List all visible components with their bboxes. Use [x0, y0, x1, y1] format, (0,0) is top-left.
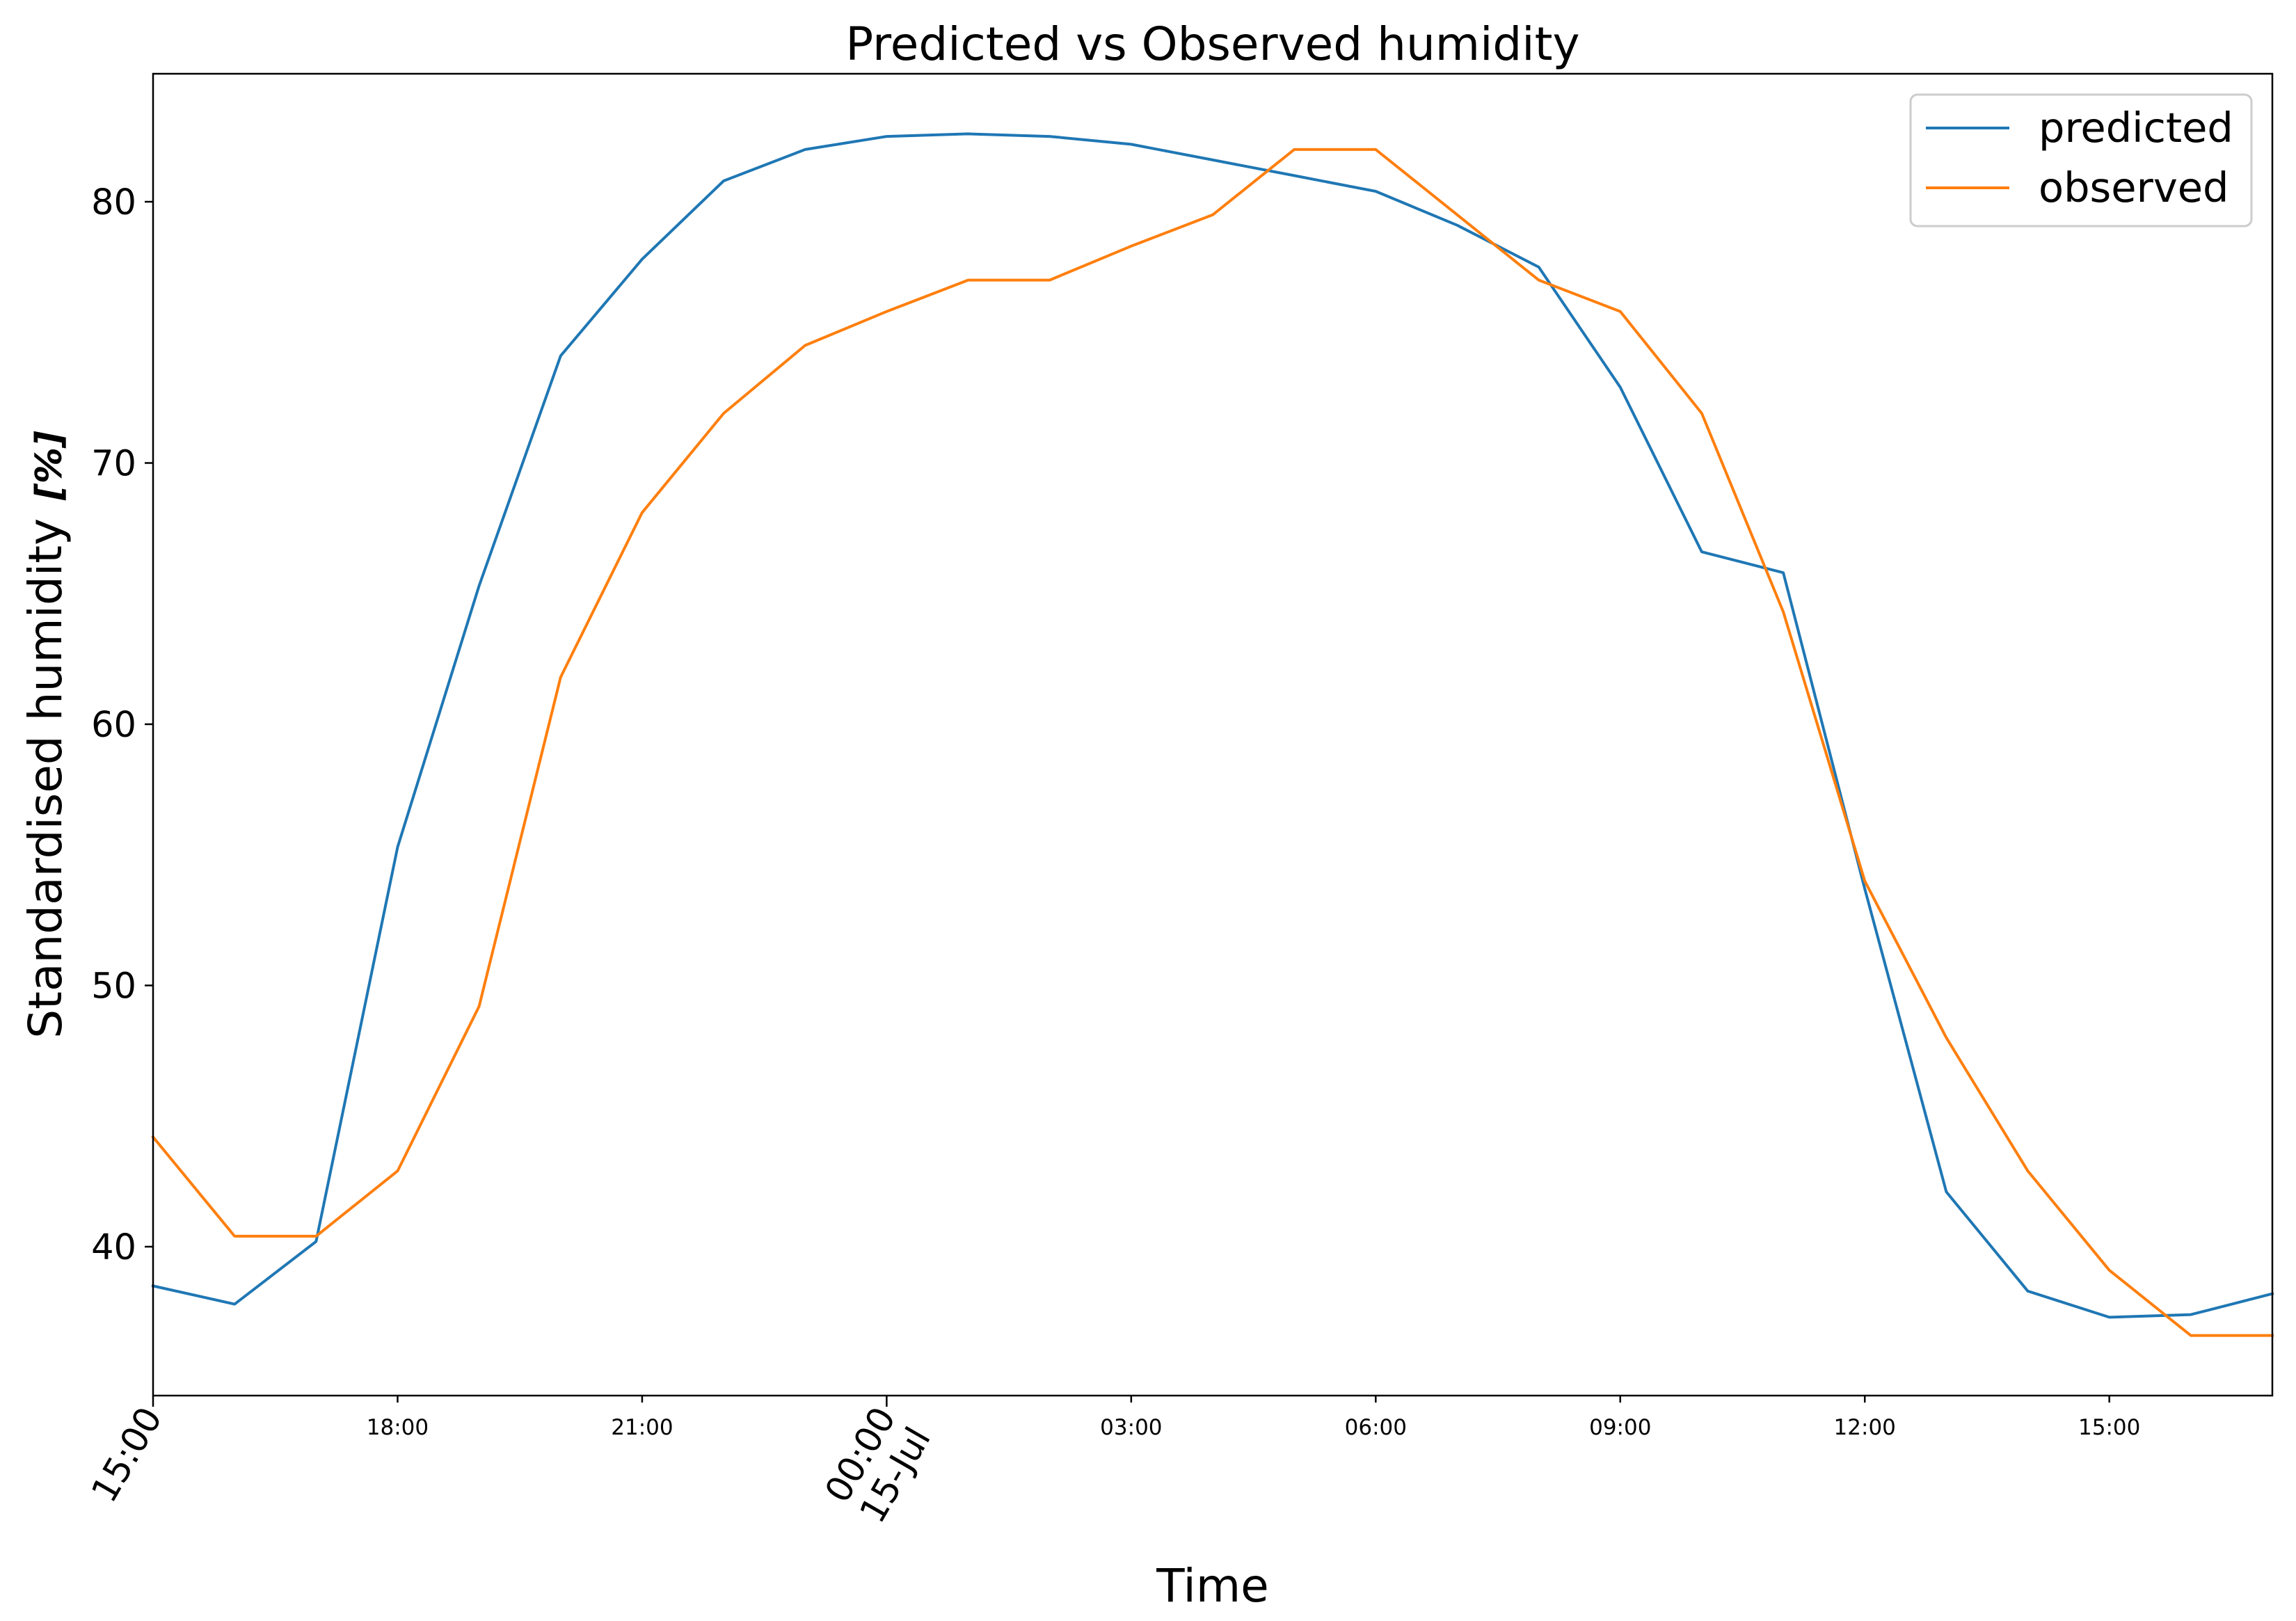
x-tick-label: 03:00: [1100, 1415, 1162, 1440]
y-axis-label-text: Standardised humidity: [19, 518, 72, 1039]
x-tick-label: 15:00: [2078, 1415, 2140, 1440]
y-tick-label: 70: [91, 443, 136, 484]
x-tick-label: 12:00: [1834, 1415, 1896, 1440]
legend-label-predicted: predicted: [2039, 104, 2233, 152]
y-tick-label: 60: [91, 705, 136, 746]
x-tick-label: 15:00: [84, 1400, 171, 1510]
x-tick-label: 09:00: [1589, 1415, 1651, 1440]
y-tick-label: 50: [91, 966, 136, 1007]
y-tick-label: 80: [91, 182, 136, 223]
x-tick-label: 21:00: [611, 1415, 673, 1440]
plot-area-frame: [152, 72, 2274, 1397]
y-axis-ticks: 40 50 60 70 80: [91, 182, 153, 1268]
y-axis-label: Standardised humidity [%]: [19, 431, 72, 1039]
legend-label-observed: observed: [2039, 163, 2229, 211]
series-lines: [151, 132, 2274, 1337]
x-tick-label: 18:00: [367, 1415, 429, 1440]
chart-title: Predicted vs Observed humidity: [845, 17, 1579, 71]
series-line-predicted: [151, 132, 2274, 1319]
x-tick-label-line: 15:00: [84, 1400, 171, 1510]
y-tick-label: 40: [91, 1227, 136, 1268]
x-axis-ticks: 15:00 18:00 21:00 00:0015-Jul 03:00 06:00 09:0…: [84, 1396, 2140, 1530]
x-tick-label: 00:0015-Jul: [818, 1400, 939, 1530]
y-axis-label-unit: [%]: [29, 431, 70, 501]
x-tick-label: 06:00: [1345, 1415, 1407, 1440]
x-axis-label: Time: [1156, 1559, 1269, 1613]
legend: predicted observed: [1909, 93, 2253, 227]
series-line-observed: [151, 147, 2274, 1337]
